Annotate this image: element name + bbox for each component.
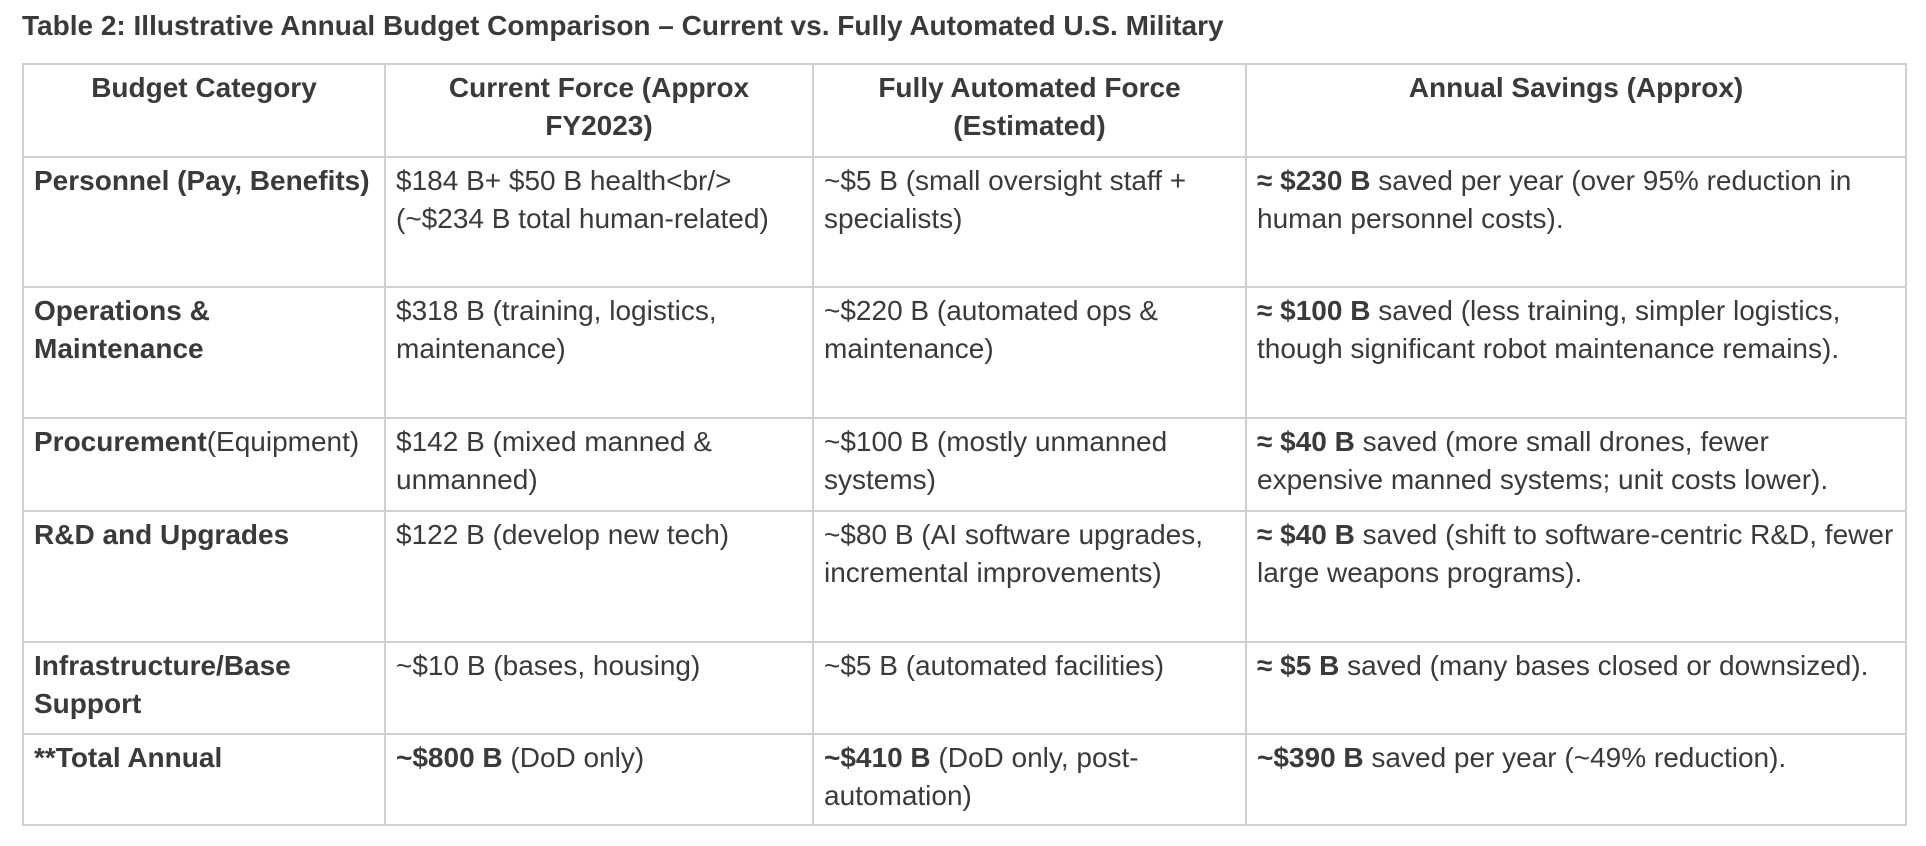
bold-text: ~$800 B (396, 742, 503, 773)
bold-text: ≈ $5 B (1257, 650, 1340, 681)
bold-text: ~$410 B (824, 742, 931, 773)
table-row: Infrastructure/Base Support ~$10 B (bases… (22, 641, 1907, 735)
header-cell: Fully Automated Force (Estimated) (812, 63, 1247, 158)
cell-text: (Equipment) (206, 426, 360, 457)
table-body: Personnel (Pay, Benefits) $184 B+ $50 B h… (22, 156, 1907, 826)
bold-text: R&D and Upgrades (34, 519, 290, 550)
table-cell: ~$220 B (automated ops & maintenance) (812, 286, 1247, 419)
table-title: Table 2: Illustrative Annual Budget Comp… (22, 10, 1224, 41)
table-cell: ≈ $230 B saved per year (over 95% reduct… (1245, 156, 1907, 288)
bold-text: Procurement (34, 426, 207, 457)
cell-text: ~$10 B (bases, housing) (396, 650, 701, 681)
bold-text: ≈ $230 B (1257, 165, 1371, 196)
table-cell: ≈ $100 B saved (less training, simpler l… (1245, 286, 1907, 419)
cell-text: saved (shift to software-centric R&D, fe… (1257, 519, 1894, 588)
header-cell: Current Force (Approx FY2023) (384, 63, 814, 158)
table-cell: $318 B (training, logistics, maintenance… (384, 286, 814, 419)
cell-text: ~$220 B (automated ops & maintenance) (824, 295, 1158, 364)
cell-text: saved per year (over 95% reduction in hu… (1257, 165, 1852, 234)
bold-text: ≈ $40 B (1257, 426, 1355, 457)
table-row: R&D and Upgrades $122 B (develop new tech… (22, 510, 1907, 643)
cell-text: $142 B (mixed manned & unmanned) (396, 426, 712, 495)
table-cell: **Total Annual (22, 733, 386, 826)
table-cell: ~$100 B (mostly unmanned systems) (812, 417, 1247, 512)
table-row: Operations & Maintenance $318 B (training… (22, 286, 1907, 419)
table-cell: Procurement(Equipment) (22, 417, 386, 512)
table-row: **Total Annual ~$800 B (DoD only) ~$410 B … (22, 733, 1907, 826)
header-cell: Annual Savings (Approx) (1245, 63, 1907, 158)
cell-text: ~$5 B (automated facilities) (824, 650, 1165, 681)
cell-text: saved per year (~49% reduction). (1363, 742, 1787, 773)
cell-text: ~$100 B (mostly unmanned systems) (824, 426, 1168, 495)
bold-text: Operations & Maintenance (34, 295, 210, 364)
bold-text: ≈ $40 B (1257, 519, 1355, 550)
table-cell: $142 B (mixed manned & unmanned) (384, 417, 814, 512)
table-cell: Personnel (Pay, Benefits) (22, 156, 386, 288)
bold-text: Personnel (Pay, Benefits) (34, 165, 370, 196)
table-row: Personnel (Pay, Benefits) $184 B+ $50 B h… (22, 156, 1907, 288)
cell-text: saved (many bases closed or downsized). (1339, 650, 1869, 681)
cell-text: (DoD only) (502, 742, 645, 773)
bold-text: ≈ $100 B (1257, 295, 1371, 326)
cell-text: ~$80 B (AI software upgrades, incrementa… (824, 519, 1203, 588)
table-cell: ~$410 B (DoD only, post-automation) (812, 733, 1247, 826)
cell-text: saved (more small drones, fewer expensiv… (1257, 426, 1829, 495)
cell-text: ~$5 B (small oversight staff + specialis… (824, 165, 1187, 234)
bold-text: **Total Annual (34, 742, 223, 773)
table-cell: ~$390 B saved per year (~49% reduction). (1245, 733, 1907, 826)
table-head: Budget Category Current Force (Approx FY2… (22, 63, 1907, 158)
cell-text: (DoD only, post-automation) (824, 742, 1139, 811)
table-cell: ~$80 B (AI software upgrades, incrementa… (812, 510, 1247, 643)
table-cell: Infrastructure/Base Support (22, 641, 386, 735)
table-cell: $184 B+ $50 B health<br/>(~$234 B total … (384, 156, 814, 288)
table-cell: ~$800 B (DoD only) (384, 733, 814, 826)
table-cell: ≈ $40 B saved (shift to software-centric… (1245, 510, 1907, 643)
table-cell: ~$5 B (small oversight staff + specialis… (812, 156, 1247, 288)
table-cell: R&D and Upgrades (22, 510, 386, 643)
table-cell: Operations & Maintenance (22, 286, 386, 419)
table-cell: ~$5 B (automated facilities) (812, 641, 1247, 735)
table-cell: ~$10 B (bases, housing) (384, 641, 814, 735)
cell-text: $318 B (training, logistics, maintenance… (396, 295, 717, 364)
table-cell: ≈ $40 B saved (more small drones, fewer … (1245, 417, 1907, 512)
header-cell: Budget Category (22, 63, 386, 158)
budget-table: Budget Category Current Force (Approx FY2… (22, 63, 1907, 826)
bold-text: Infrastructure/Base Support (34, 650, 291, 719)
bold-text: ~$390 B (1257, 742, 1364, 773)
cell-text: $122 B (develop new tech) (396, 519, 730, 550)
table-cell: $122 B (develop new tech) (384, 510, 814, 643)
table-row: Procurement(Equipment) $142 B (mixed mann… (22, 417, 1907, 512)
header-row: Budget Category Current Force (Approx FY2… (22, 63, 1907, 158)
cell-text: saved (less training, simpler logistics,… (1257, 295, 1841, 364)
cell-text: $184 B+ $50 B health<br/>(~$234 B total … (396, 165, 769, 234)
table-cell: ≈ $5 B saved (many bases closed or downs… (1245, 641, 1907, 735)
